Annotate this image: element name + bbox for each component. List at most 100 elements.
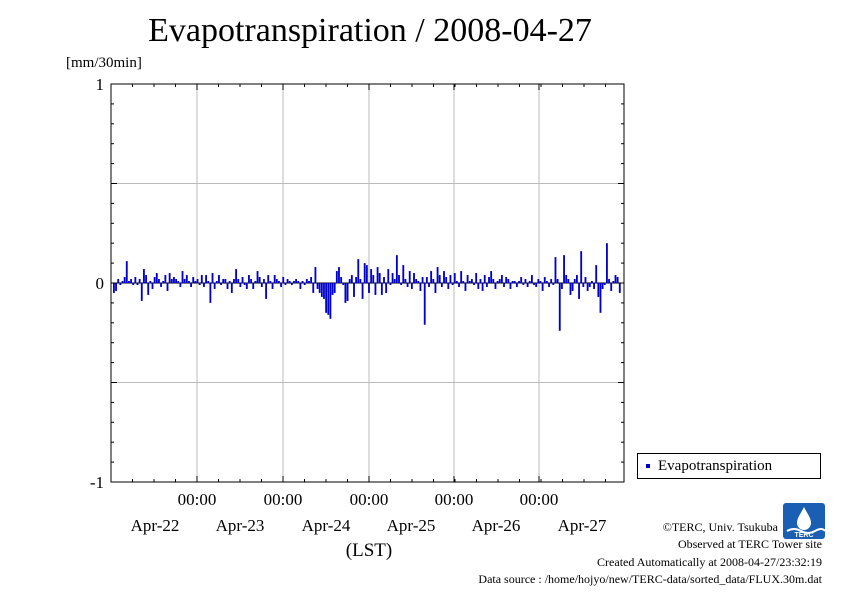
data-bar xyxy=(368,283,370,293)
data-bar xyxy=(436,267,439,283)
data-bar xyxy=(601,283,604,289)
data-bar xyxy=(434,283,437,293)
data-bar xyxy=(582,283,585,287)
data-bar xyxy=(417,281,420,283)
data-bar xyxy=(571,283,574,291)
data-bar xyxy=(383,277,385,283)
data-bar xyxy=(233,279,235,283)
data-bar xyxy=(563,255,565,283)
data-bar xyxy=(134,277,137,283)
x-date-tick-label: Apr-23 xyxy=(216,516,265,535)
data-bar xyxy=(614,275,617,283)
data-bar xyxy=(449,275,452,283)
data-bar xyxy=(372,275,375,283)
footer-copyright: ©TERC, Univ. Tsukuba xyxy=(662,520,778,534)
data-bar xyxy=(170,279,173,283)
data-bar xyxy=(395,255,398,283)
data-bar xyxy=(190,283,192,287)
data-bar xyxy=(158,279,160,283)
data-bar xyxy=(177,281,180,283)
data-bars xyxy=(113,243,621,331)
data-bar xyxy=(599,283,602,313)
data-bar xyxy=(537,279,540,283)
data-bar xyxy=(468,281,471,283)
data-bar xyxy=(573,279,576,283)
data-bar xyxy=(331,283,334,295)
data-bar xyxy=(350,275,353,283)
data-bar xyxy=(413,273,415,283)
data-bar xyxy=(213,283,216,289)
data-bar xyxy=(404,279,407,283)
data-bar xyxy=(275,279,278,283)
data-bar xyxy=(483,275,486,283)
data-bar xyxy=(575,275,578,283)
data-bar xyxy=(440,283,443,287)
data-bar xyxy=(333,283,336,293)
data-bar xyxy=(462,281,465,283)
data-bar xyxy=(286,279,289,283)
chart-title: Evapotranspiration / 2008-04-27 xyxy=(148,12,592,49)
data-bar xyxy=(207,281,210,283)
data-bar xyxy=(299,283,302,289)
x-date-tick-label: Apr-24 xyxy=(302,516,351,535)
data-bar xyxy=(520,277,523,283)
data-bar xyxy=(254,281,257,283)
data-bar xyxy=(586,283,589,291)
data-bar xyxy=(237,279,240,283)
data-bar xyxy=(305,279,308,283)
data-bar xyxy=(342,283,345,285)
data-bar xyxy=(224,279,227,283)
x-date-tick-label: Apr-25 xyxy=(387,516,436,535)
data-bar xyxy=(282,277,285,283)
footer-site: Observed at TERC Tower site xyxy=(677,537,822,551)
data-bar xyxy=(526,283,529,287)
axis-ticks xyxy=(111,83,624,483)
data-bar xyxy=(612,281,615,283)
data-bar xyxy=(288,281,291,283)
data-bar xyxy=(179,283,182,287)
data-bar xyxy=(293,281,295,283)
axis-labels: 00:00 00:00 00:00 00:00 00:00 Apr-22 Apr-23 Apr… xyxy=(90,75,607,561)
data-bar xyxy=(235,269,238,283)
data-bar xyxy=(121,281,124,283)
data-bar xyxy=(481,283,484,291)
legend-box: Evapotranspiration xyxy=(637,453,821,479)
data-bar xyxy=(166,283,169,291)
data-bar xyxy=(365,265,368,283)
data-bar xyxy=(378,273,381,283)
data-bar xyxy=(370,269,373,283)
data-bar xyxy=(415,279,418,283)
data-bar xyxy=(205,275,208,283)
data-bar xyxy=(245,283,248,289)
data-bar xyxy=(278,281,280,283)
data-bar xyxy=(595,265,598,283)
data-bar xyxy=(443,271,445,283)
data-bar xyxy=(280,283,283,287)
data-bar xyxy=(312,283,315,293)
data-bar xyxy=(515,283,518,287)
legend-swatch xyxy=(646,464,650,468)
data-bar xyxy=(393,279,396,283)
data-bar xyxy=(119,283,122,285)
data-bar xyxy=(552,283,555,285)
data-bar xyxy=(258,277,261,283)
x-time-tick-label: 00:00 xyxy=(350,490,389,509)
data-bar xyxy=(145,275,147,283)
data-bar xyxy=(260,283,263,287)
data-bar xyxy=(320,283,323,297)
data-bar xyxy=(513,281,516,283)
data-bar xyxy=(374,283,377,295)
data-bar xyxy=(271,283,274,289)
data-bar xyxy=(543,277,546,283)
data-bar xyxy=(164,275,167,283)
data-bar xyxy=(380,283,383,295)
data-bar xyxy=(423,283,426,325)
x-time-tick-label: 00:00 xyxy=(520,490,559,509)
data-bar xyxy=(408,271,411,283)
data-bar xyxy=(473,283,475,285)
data-bar xyxy=(541,283,544,291)
data-bar xyxy=(228,281,231,283)
data-bar xyxy=(554,257,557,283)
data-bar xyxy=(230,283,233,293)
